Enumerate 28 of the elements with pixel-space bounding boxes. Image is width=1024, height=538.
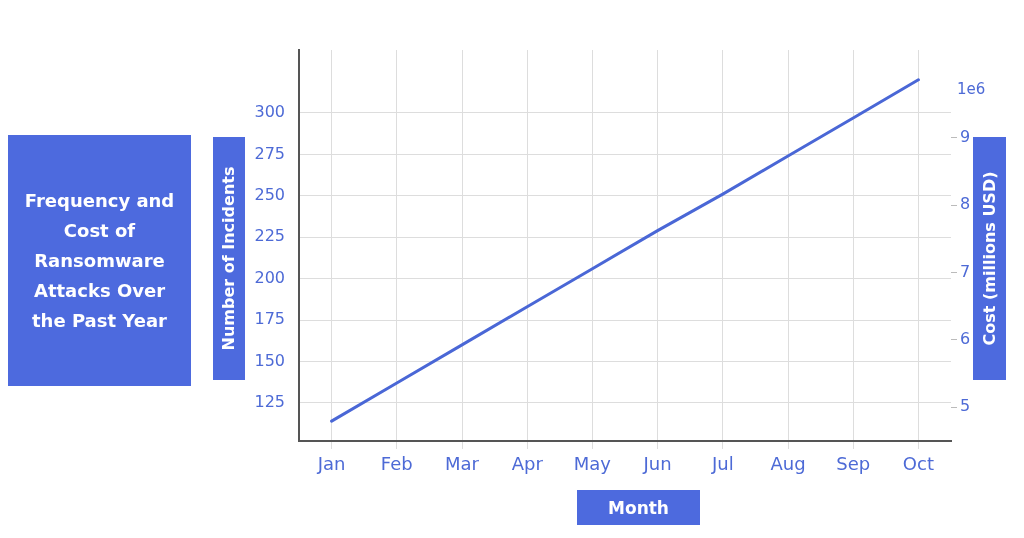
x-tick-label: Oct — [902, 453, 934, 475]
text: 1e6 — [957, 79, 986, 98]
y-tick-label: 175 — [254, 309, 285, 329]
y-tick-label: 200 — [254, 267, 285, 287]
x-tick-label: Jan — [316, 453, 346, 475]
y-tick-label: 150 — [254, 350, 285, 370]
x-tick-label: Mar — [445, 453, 480, 475]
y-tick-label: 275 — [254, 143, 285, 163]
y-tick-label: 300 — [254, 102, 285, 122]
y-tick-label: 225 — [254, 226, 285, 246]
x-axis-title: Month — [577, 490, 700, 525]
y2-tick-label: 9 — [960, 126, 971, 146]
y-tick-label: 125 — [254, 392, 285, 412]
y-tick-label: 250 — [254, 184, 285, 204]
text: Frequency and Cost of Ransomware Attacks Over the Past Year — [8, 135, 191, 386]
y2-axis-title: Cost (millions USD) — [980, 171, 1000, 346]
x-tick-label: Feb — [380, 453, 413, 475]
y-axis-title: Number of Incidents — [219, 166, 239, 351]
x-tick-label: May — [573, 453, 612, 475]
x-tick-label: Sep — [836, 453, 871, 475]
y2-tick-label: 5 — [960, 396, 971, 416]
x-tick-label: Jul — [710, 453, 734, 475]
x-tick-label: Aug — [770, 453, 806, 475]
y2-tick-label: 8 — [960, 194, 971, 214]
x-tick-label: Jun — [642, 453, 672, 475]
y2-tick-label: 6 — [960, 329, 971, 349]
y2-tick-label: 7 — [960, 261, 971, 281]
x-tick-label: Apr — [511, 453, 544, 475]
